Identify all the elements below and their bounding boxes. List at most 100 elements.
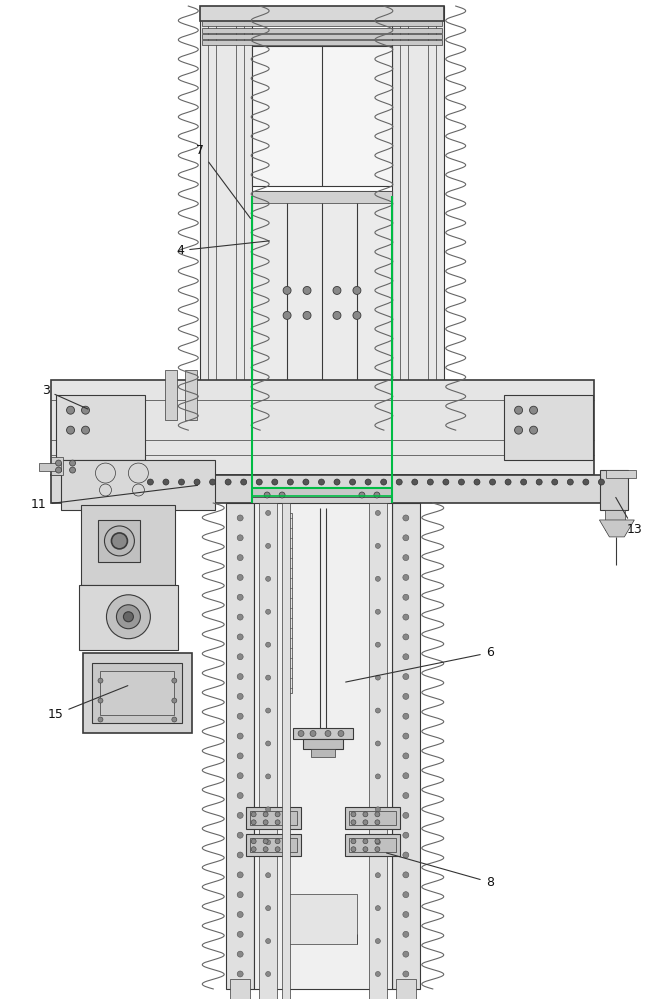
- Circle shape: [403, 693, 409, 699]
- Circle shape: [359, 492, 365, 498]
- Circle shape: [333, 286, 341, 294]
- Circle shape: [263, 839, 268, 844]
- Circle shape: [403, 852, 409, 858]
- Circle shape: [265, 543, 271, 548]
- Circle shape: [375, 840, 380, 845]
- Circle shape: [303, 311, 311, 319]
- Circle shape: [82, 406, 90, 414]
- Circle shape: [98, 698, 103, 703]
- Circle shape: [350, 479, 356, 485]
- Circle shape: [237, 535, 243, 541]
- Bar: [289, 894, 357, 944]
- Bar: [345, 807, 400, 829]
- Text: 8: 8: [387, 853, 494, 889]
- Circle shape: [552, 479, 557, 485]
- Circle shape: [69, 460, 75, 466]
- Circle shape: [403, 832, 409, 838]
- Polygon shape: [600, 520, 634, 537]
- Bar: [246, 807, 300, 829]
- Bar: [303, 739, 343, 749]
- Bar: [250, 838, 297, 852]
- Circle shape: [237, 951, 243, 957]
- Circle shape: [375, 873, 380, 878]
- Circle shape: [520, 479, 526, 485]
- Circle shape: [265, 939, 271, 944]
- Circle shape: [265, 906, 271, 911]
- Circle shape: [256, 479, 262, 485]
- Circle shape: [375, 510, 380, 515]
- Text: 3: 3: [42, 384, 88, 409]
- Circle shape: [403, 733, 409, 739]
- Circle shape: [403, 793, 409, 799]
- Circle shape: [375, 609, 380, 614]
- Bar: [396, 979, 416, 999]
- Bar: [254, 503, 392, 989]
- Circle shape: [265, 708, 271, 713]
- Circle shape: [56, 467, 62, 473]
- Circle shape: [178, 479, 184, 485]
- Bar: [392, 6, 444, 430]
- Circle shape: [275, 820, 280, 825]
- Circle shape: [237, 753, 243, 759]
- Bar: [246, 834, 300, 856]
- Circle shape: [375, 708, 380, 713]
- Circle shape: [237, 971, 243, 977]
- Circle shape: [530, 406, 537, 414]
- Circle shape: [474, 479, 480, 485]
- Circle shape: [237, 693, 243, 699]
- Circle shape: [265, 675, 271, 680]
- Circle shape: [251, 812, 256, 817]
- Text: 11: 11: [31, 485, 197, 511]
- Circle shape: [112, 533, 127, 549]
- Circle shape: [265, 807, 271, 812]
- Bar: [227, 503, 254, 989]
- Circle shape: [443, 479, 449, 485]
- Circle shape: [263, 812, 268, 817]
- Circle shape: [381, 479, 387, 485]
- Bar: [606, 470, 636, 478]
- Circle shape: [265, 971, 271, 976]
- Circle shape: [172, 678, 177, 683]
- Bar: [250, 811, 297, 825]
- Circle shape: [265, 642, 271, 647]
- Circle shape: [397, 479, 402, 485]
- Circle shape: [303, 479, 309, 485]
- Bar: [252, 46, 392, 186]
- Circle shape: [225, 479, 231, 485]
- Bar: [186, 370, 197, 420]
- Circle shape: [67, 426, 75, 434]
- Circle shape: [403, 931, 409, 937]
- Text: 7: 7: [196, 144, 251, 218]
- Circle shape: [251, 847, 256, 852]
- Circle shape: [505, 479, 511, 485]
- Circle shape: [116, 605, 140, 629]
- Circle shape: [403, 654, 409, 660]
- Circle shape: [567, 479, 573, 485]
- Circle shape: [375, 675, 380, 680]
- Bar: [311, 749, 335, 757]
- Circle shape: [237, 555, 243, 561]
- Bar: [51, 457, 62, 475]
- Circle shape: [363, 847, 368, 852]
- Bar: [51, 475, 617, 503]
- Circle shape: [275, 847, 280, 852]
- Circle shape: [403, 574, 409, 580]
- Circle shape: [374, 492, 380, 498]
- Circle shape: [172, 698, 177, 703]
- Circle shape: [403, 634, 409, 640]
- Bar: [293, 728, 353, 739]
- Circle shape: [536, 479, 542, 485]
- Circle shape: [163, 479, 169, 485]
- Circle shape: [353, 311, 361, 319]
- Bar: [230, 979, 250, 999]
- Circle shape: [427, 479, 434, 485]
- Circle shape: [411, 479, 418, 485]
- Circle shape: [265, 774, 271, 779]
- Circle shape: [237, 713, 243, 719]
- Circle shape: [237, 912, 243, 917]
- Bar: [252, 497, 392, 511]
- Circle shape: [237, 832, 243, 838]
- Circle shape: [319, 479, 324, 485]
- Circle shape: [375, 820, 380, 825]
- Circle shape: [251, 820, 256, 825]
